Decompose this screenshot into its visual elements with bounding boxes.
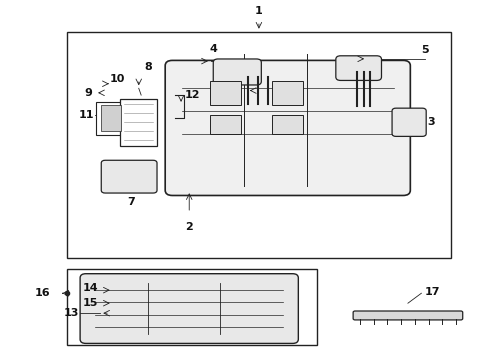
FancyBboxPatch shape (335, 56, 381, 80)
Text: 11: 11 (79, 111, 94, 121)
FancyBboxPatch shape (391, 108, 426, 136)
Text: 12: 12 (184, 90, 200, 100)
Text: 2: 2 (185, 222, 193, 232)
FancyBboxPatch shape (272, 81, 303, 105)
FancyBboxPatch shape (120, 99, 157, 146)
FancyBboxPatch shape (165, 60, 409, 195)
Text: 6: 6 (233, 86, 241, 95)
Text: 14: 14 (82, 283, 98, 293)
FancyBboxPatch shape (209, 81, 240, 105)
Text: 5: 5 (420, 45, 427, 55)
Text: 4: 4 (209, 44, 217, 54)
FancyBboxPatch shape (101, 160, 157, 193)
FancyBboxPatch shape (213, 59, 261, 85)
FancyBboxPatch shape (272, 115, 303, 134)
Text: 7: 7 (127, 197, 135, 207)
Text: 17: 17 (424, 287, 439, 297)
FancyBboxPatch shape (80, 274, 298, 343)
FancyBboxPatch shape (66, 32, 450, 258)
FancyBboxPatch shape (101, 105, 121, 131)
Text: 10: 10 (109, 74, 124, 84)
Text: 15: 15 (82, 298, 98, 308)
FancyBboxPatch shape (66, 269, 316, 345)
Text: 1: 1 (255, 6, 262, 16)
Text: 3: 3 (427, 117, 434, 127)
Text: 8: 8 (144, 62, 152, 72)
FancyBboxPatch shape (96, 102, 125, 135)
Text: 13: 13 (63, 308, 79, 318)
Text: 9: 9 (84, 88, 92, 98)
Text: 16: 16 (34, 288, 50, 298)
FancyBboxPatch shape (352, 311, 462, 320)
FancyBboxPatch shape (209, 115, 240, 134)
